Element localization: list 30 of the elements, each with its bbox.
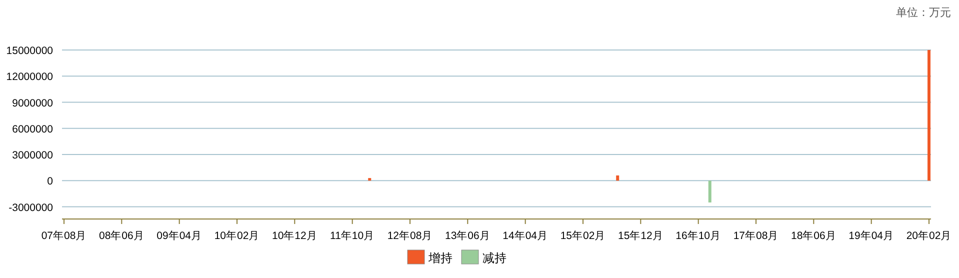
legend-label: 增持 xyxy=(428,251,452,265)
y-tick-label: -3000000 xyxy=(8,202,54,214)
bar xyxy=(928,50,930,181)
x-tick-label: 16年10月 xyxy=(676,230,722,242)
x-tick-label: 17年08月 xyxy=(733,230,779,242)
x-tick-label: 10年02月 xyxy=(214,230,260,242)
y-tick-label: 3000000 xyxy=(12,150,54,162)
y-tick-label: 6000000 xyxy=(12,123,54,136)
x-tick-label: 18年06月 xyxy=(790,230,836,242)
text: 单位：万元 xyxy=(896,6,951,19)
x-tick-label: 09年04月 xyxy=(156,230,202,242)
x-tick-label: 11年10月 xyxy=(330,230,375,242)
x-tick-label: 15年02月 xyxy=(560,230,606,242)
y-tick-label: 12000000 xyxy=(6,71,54,84)
x-tick-label: 20年02月 xyxy=(906,230,952,242)
x-tick-label: 14年04月 xyxy=(502,230,548,242)
bar xyxy=(616,175,620,181)
x-tick-label: 19年04月 xyxy=(848,230,894,242)
y-tick-label: 15000000 xyxy=(6,45,54,57)
x-tick-label: 15年12月 xyxy=(618,230,664,242)
x-tick-label: 10年12月 xyxy=(272,230,318,242)
legend-label: 减持 xyxy=(482,251,506,265)
bar xyxy=(368,178,372,181)
x-tick-label: 07年08月 xyxy=(41,230,87,242)
x-tick-label: 12年08月 xyxy=(387,230,433,242)
x-tick-label: 13年06月 xyxy=(444,230,490,242)
y-tick-label: 0 xyxy=(47,176,54,188)
x-tick-label: 08年06月 xyxy=(98,230,144,242)
bar xyxy=(708,180,712,202)
y-tick-label: 9000000 xyxy=(12,97,54,110)
